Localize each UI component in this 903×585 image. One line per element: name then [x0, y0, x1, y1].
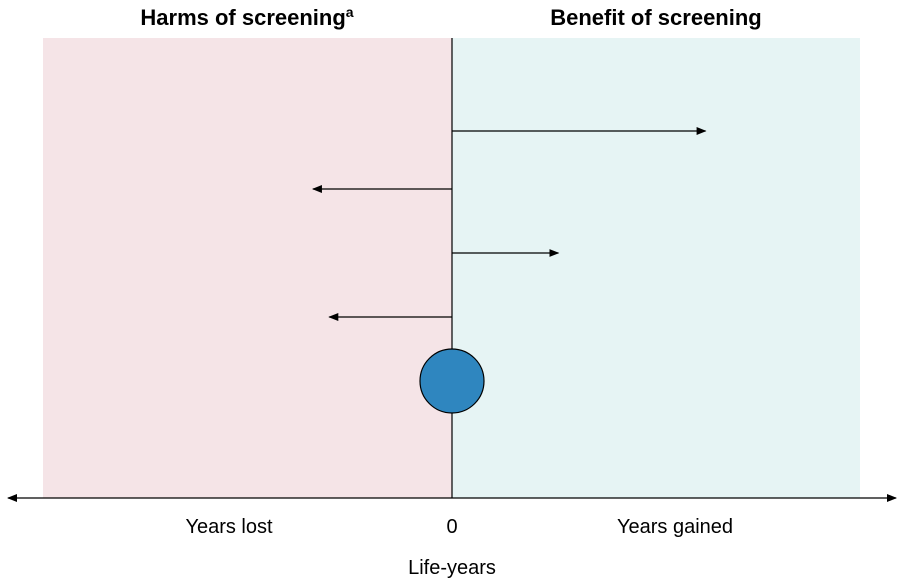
years-gained-label: Years gained — [617, 516, 733, 538]
years-lost-label: Years lost — [185, 516, 273, 538]
axis-title: Life-years — [408, 557, 496, 579]
harms-footnote-marker: a — [346, 4, 354, 20]
harms-region — [43, 38, 452, 498]
zero-tick-label: 0 — [446, 516, 457, 538]
harms-heading: Harms of screeninga — [140, 4, 353, 30]
effect-arrows — [311, 127, 707, 321]
benefit-region — [452, 38, 860, 498]
benefit-heading: Benefit of screening — [550, 5, 761, 30]
net-effect-marker — [419, 348, 485, 414]
